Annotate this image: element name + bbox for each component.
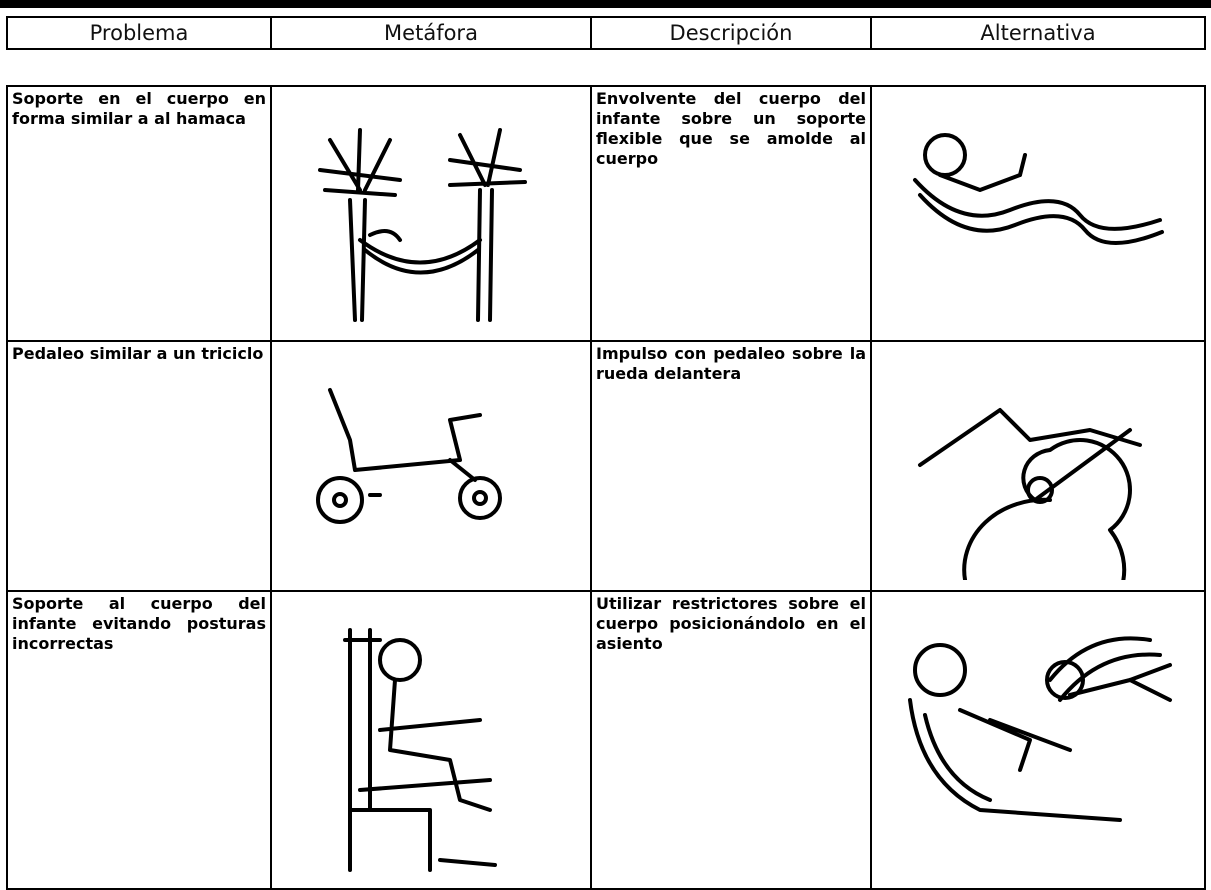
hammock-sketch	[318, 128, 527, 322]
problem-cell: Pedaleo similar a un triciclo	[6, 340, 272, 592]
description-cell: Impulso con pedaleo sobre la rueda delan…	[590, 340, 872, 592]
chair-alt-sketch	[908, 636, 1172, 822]
problem-cell: Soporte en el cuerpo en forma similar a …	[6, 85, 272, 342]
description-cell: Envolvente del cuerpo del infante sobre …	[590, 85, 872, 342]
top-bar	[0, 0, 1211, 8]
description-cell: Utilizar restrictores sobre el cuerpo po…	[590, 590, 872, 890]
hammock-alt-sketch	[913, 133, 1164, 245]
header-cell: Problema	[6, 16, 272, 50]
problem-cell: Soporte al cuerpo del infante evitando p…	[6, 590, 272, 890]
header-cell: Alternativa	[870, 16, 1206, 50]
tricycle-sketch	[316, 388, 502, 524]
header-cell: Metáfora	[270, 16, 592, 50]
header-cell: Descripción	[590, 16, 872, 50]
tricycle-alt-sketch	[918, 408, 1142, 580]
chair-sketch	[343, 628, 497, 872]
